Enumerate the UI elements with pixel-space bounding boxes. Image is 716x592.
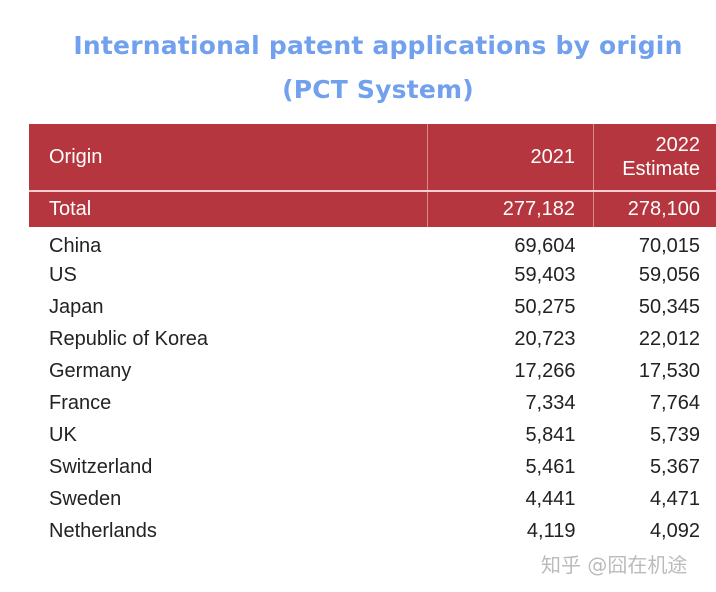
total-2021: 277,182 xyxy=(427,191,594,227)
table-row: Republic of Korea 20,723 22,012 xyxy=(29,323,716,355)
origin-cell: Sweden xyxy=(49,487,122,510)
table-row: France 7,334 7,764 xyxy=(29,387,716,419)
origin-cell: US xyxy=(49,263,77,286)
total-row: Total 277,182 278,100 xyxy=(29,191,716,227)
table-row: Germany 17,266 17,530 xyxy=(29,355,716,387)
value-2022-cell: 17,530 xyxy=(638,359,700,382)
value-2021-cell: 50,275 xyxy=(514,295,576,318)
value-2021-cell: 59,403 xyxy=(514,263,576,286)
value-2022-cell: 22,012 xyxy=(638,327,700,350)
total-2022: 278,100 xyxy=(593,191,716,227)
table-row: Netherlands 4,119 4,092 xyxy=(29,515,716,547)
value-2021-cell: 69,604 xyxy=(514,234,576,257)
value-2022-cell: 5,367 xyxy=(649,455,700,478)
value-2021-cell: 7,334 xyxy=(525,391,576,414)
origin-cell: Republic of Korea xyxy=(49,327,208,350)
table-row: UK 5,841 5,739 xyxy=(29,419,716,451)
value-2021-cell: 5,461 xyxy=(525,455,576,478)
origin-cell: Germany xyxy=(49,359,132,382)
patent-table: Origin 2021 2022 Estimate Total 277,182 … xyxy=(29,124,716,547)
origin-cell: Netherlands xyxy=(49,519,157,542)
value-2022-cell: 4,471 xyxy=(649,487,700,510)
value-2021-cell: 4,441 xyxy=(525,487,576,510)
value-2021-cell: 4,119 xyxy=(526,519,576,542)
table-row: Japan 50,275 50,345 xyxy=(29,291,716,323)
column-header-2021: 2021 xyxy=(427,124,594,191)
value-2021-cell: 5,841 xyxy=(525,423,576,446)
column-header-2022: 2022 Estimate xyxy=(593,124,716,191)
table-row: Sweden 4,441 4,471 xyxy=(29,483,716,515)
value-2022-cell: 59,056 xyxy=(638,263,700,286)
origin-cell: China xyxy=(49,234,102,257)
origin-cell: Japan xyxy=(49,295,104,318)
origin-cell: UK xyxy=(49,423,77,446)
value-2021-cell: 17,266 xyxy=(514,359,576,382)
origin-cell: France xyxy=(49,391,112,414)
value-2022-cell: 50,345 xyxy=(638,295,700,318)
page-title: International patent applications by ori… xyxy=(73,31,683,104)
table-row: US 59,403 59,056 xyxy=(29,259,716,291)
origin-cell: Switzerland xyxy=(49,455,153,478)
value-2022-cell: 5,739 xyxy=(649,423,700,446)
table-row: China 69,604 70,015 xyxy=(29,227,716,259)
column-header-origin: Origin xyxy=(49,146,103,168)
value-2022-cell: 7,764 xyxy=(649,391,700,414)
value-2021-cell: 20,723 xyxy=(514,327,576,350)
table-row: Switzerland 5,461 5,367 xyxy=(29,451,716,483)
watermark: 知乎 @囧在机途 xyxy=(541,553,688,577)
total-label: Total xyxy=(49,198,92,220)
value-2022-cell: 4,092 xyxy=(649,519,700,542)
table-header: Origin 2021 2022 Estimate xyxy=(29,124,716,191)
value-2022-cell: 70,015 xyxy=(638,234,700,257)
